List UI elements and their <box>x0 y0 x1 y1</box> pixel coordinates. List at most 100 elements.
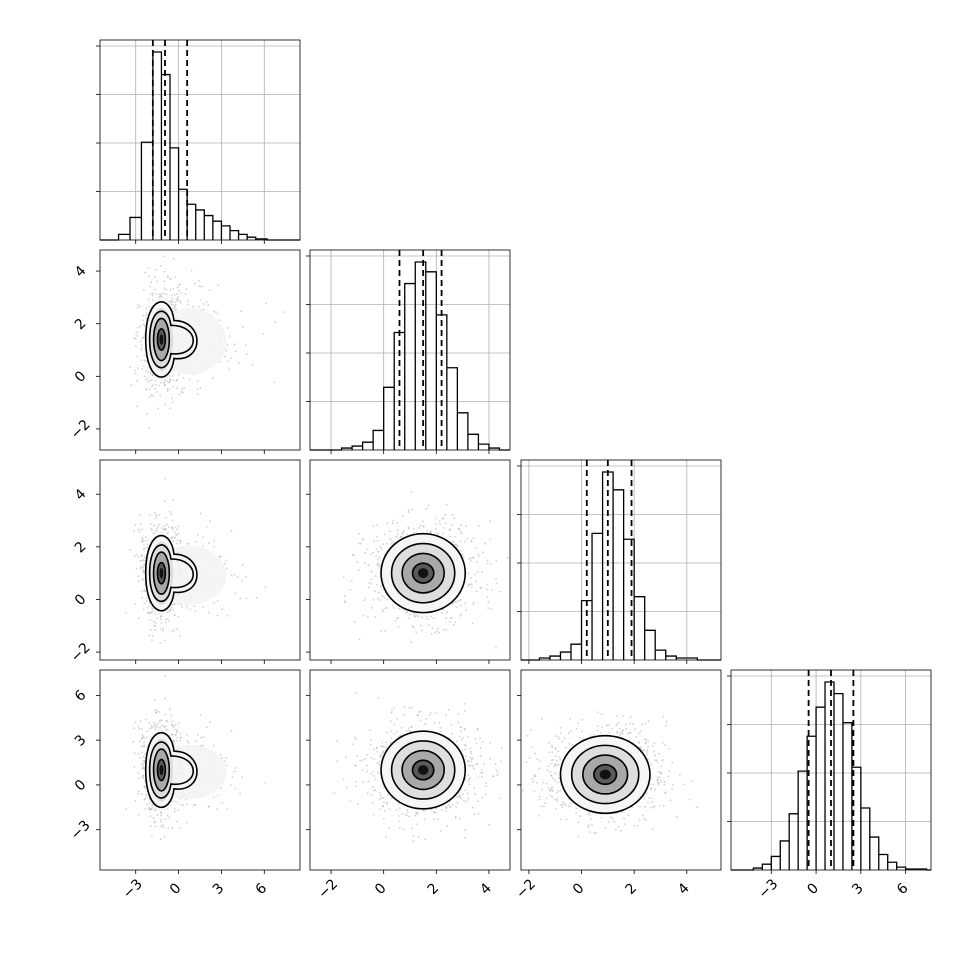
scatter-point <box>477 812 480 815</box>
pair-panel-3-1 <box>306 669 511 874</box>
scatter-point <box>343 601 346 604</box>
scatter-point <box>390 720 392 723</box>
scatter-point <box>423 818 426 821</box>
scatter-point <box>146 543 149 546</box>
scatter-point <box>435 532 438 534</box>
scatter-point <box>129 366 132 368</box>
scatter-point <box>146 611 149 614</box>
scatter-point <box>376 762 379 765</box>
scatter-point <box>628 731 631 734</box>
scatter-point <box>455 543 458 546</box>
scatter-point <box>405 612 408 614</box>
scatter-point <box>168 510 171 513</box>
scatter-point <box>346 786 348 789</box>
scatter-point <box>165 528 167 531</box>
scatter-point <box>400 608 403 610</box>
scatter-point <box>375 583 378 586</box>
scatter-point <box>417 615 420 618</box>
scatter-point <box>457 528 460 531</box>
scatter-point <box>148 388 151 391</box>
scatter-point <box>456 600 459 603</box>
scatter-point <box>474 738 477 740</box>
scatter-point <box>142 571 145 574</box>
scatter-point <box>426 618 429 620</box>
scatter-point <box>467 780 470 783</box>
scatter-point <box>467 584 470 587</box>
scatter-point <box>481 772 484 774</box>
scatter-point <box>423 809 426 812</box>
scatter-point <box>142 755 145 758</box>
scatter-point <box>236 576 239 578</box>
scatter-point <box>150 724 153 727</box>
scatter-point <box>170 513 173 515</box>
scatter-point <box>379 546 382 549</box>
scatter-point <box>207 805 210 808</box>
scatter-point <box>460 604 463 607</box>
scatter-point <box>335 740 338 742</box>
scatter-point <box>148 514 151 516</box>
scatter-point <box>461 553 464 556</box>
scatter-point <box>465 609 468 612</box>
scatter-point <box>499 797 502 800</box>
scatter-point <box>134 345 137 347</box>
scatter-point <box>475 763 478 766</box>
scatter-point <box>367 586 370 589</box>
scatter-point <box>145 796 148 799</box>
scatter-point <box>378 565 381 568</box>
scatter-point <box>129 548 132 551</box>
scatter-point <box>173 602 175 605</box>
scatter-point <box>359 542 362 545</box>
scatter-point <box>377 550 380 553</box>
scatter-point <box>225 349 228 352</box>
scatter-point <box>349 800 352 802</box>
scatter-point <box>143 785 146 788</box>
scatter-point <box>219 319 222 322</box>
scatter-point <box>213 310 216 313</box>
scatter-point <box>145 388 148 391</box>
hist-bin <box>130 217 141 240</box>
scatter-point <box>550 789 553 792</box>
scatter-point <box>173 810 176 813</box>
scatter-point <box>199 512 202 515</box>
scatter-point <box>180 292 183 294</box>
scatter-point <box>378 763 381 766</box>
scatter-point <box>154 621 157 624</box>
scatter-point <box>155 527 158 530</box>
scatter-point <box>174 734 177 736</box>
scatter-point <box>141 560 143 562</box>
scatter-point <box>197 733 199 736</box>
scatter-point <box>169 378 172 380</box>
scatter-point <box>162 292 165 295</box>
hist-bin <box>221 226 230 240</box>
scatter-point <box>163 270 166 273</box>
scatter-point <box>143 767 146 769</box>
scatter-point <box>495 578 497 581</box>
scatter-point <box>153 612 156 615</box>
scatter-point <box>638 732 640 735</box>
scatter-point <box>446 825 448 828</box>
scatter-point <box>379 792 382 794</box>
scatter-point <box>487 607 490 609</box>
scatter-point <box>616 732 619 735</box>
panel-frame <box>99 459 301 661</box>
scatter-point <box>452 624 455 626</box>
scatter-point <box>385 542 388 545</box>
scatter-point <box>151 379 153 381</box>
scatter-point <box>333 792 336 794</box>
scatter-point <box>445 810 447 813</box>
scatter-point <box>172 257 175 260</box>
scatter-point <box>394 619 397 622</box>
scatter-point <box>141 569 144 571</box>
scatter-point <box>163 725 166 728</box>
scatter-point <box>434 517 437 520</box>
scatter-point <box>398 807 401 810</box>
contour-line <box>156 561 167 585</box>
scatter-point <box>171 630 174 633</box>
scatter-point <box>145 546 148 549</box>
scatter-point <box>230 529 233 532</box>
scatter-point <box>143 324 146 327</box>
scatter-point <box>559 789 562 792</box>
scatter-point <box>169 609 172 612</box>
scatter-point <box>390 730 393 733</box>
scatter-point <box>153 531 156 534</box>
